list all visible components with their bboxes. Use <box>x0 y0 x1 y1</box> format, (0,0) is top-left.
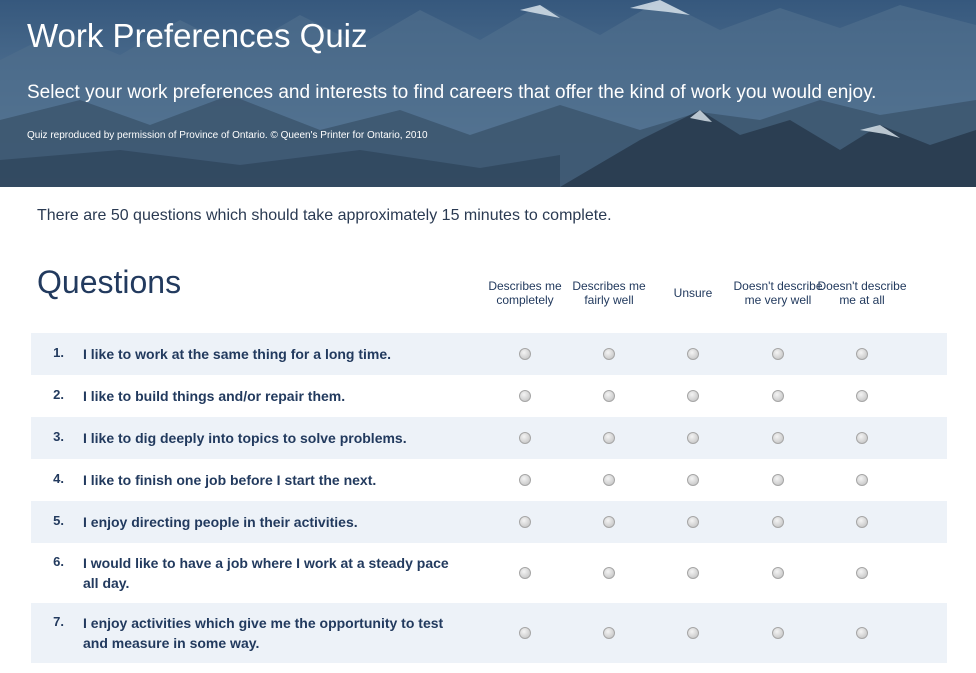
question-number: 1. <box>53 345 64 360</box>
answer-radio-completely[interactable] <box>519 627 531 639</box>
questions-list: 1. I like to work at the same thing for … <box>31 333 947 663</box>
answer-radio-completely[interactable] <box>519 516 531 528</box>
answer-radio-fairly-well[interactable] <box>603 390 615 402</box>
column-header-unsure: Unsure <box>673 286 713 300</box>
answer-radio-not-at-all[interactable] <box>856 390 868 402</box>
answer-radio-not-very-well[interactable] <box>772 567 784 579</box>
answer-radio-not-at-all[interactable] <box>856 474 868 486</box>
question-text: I would like to have a job where I work … <box>83 555 449 591</box>
question-row: 7. I enjoy activities which give me the … <box>31 603 947 663</box>
answer-radio-unsure[interactable] <box>687 627 699 639</box>
copyright-credit: Quiz reproduced by permission of Provinc… <box>27 130 428 141</box>
page-subtitle: Select your work preferences and interes… <box>27 82 877 103</box>
question-number: 5. <box>53 513 64 528</box>
question-text: I like to build things and/or repair the… <box>83 388 346 404</box>
question-number: 2. <box>53 387 64 402</box>
question-text: I like to work at the same thing for a l… <box>83 346 392 362</box>
answer-radio-unsure[interactable] <box>687 516 699 528</box>
question-number: 4. <box>53 471 64 486</box>
question-text: I like to finish one job before I start … <box>83 472 377 488</box>
answer-radio-completely[interactable] <box>519 474 531 486</box>
question-row: 6. I would like to have a job where I wo… <box>31 543 947 603</box>
intro-text: There are 50 questions which should take… <box>37 207 612 224</box>
answer-radio-fairly-well[interactable] <box>603 567 615 579</box>
mountain-background-image <box>0 0 976 187</box>
question-number: 6. <box>53 554 64 569</box>
answer-radio-not-at-all[interactable] <box>856 567 868 579</box>
answer-radio-completely[interactable] <box>519 348 531 360</box>
answer-radio-unsure[interactable] <box>687 390 699 402</box>
questions-heading: Questions <box>37 264 182 300</box>
answer-radio-not-very-well[interactable] <box>772 474 784 486</box>
answer-radio-not-at-all[interactable] <box>856 348 868 360</box>
column-header-not-very-well: Doesn't describe me very well <box>733 279 823 307</box>
answer-radio-unsure[interactable] <box>687 567 699 579</box>
answer-radio-not-very-well[interactable] <box>772 432 784 444</box>
question-row: 4. I like to finish one job before I sta… <box>31 459 947 501</box>
answer-radio-completely[interactable] <box>519 390 531 402</box>
question-row: 1. I like to work at the same thing for … <box>31 333 947 375</box>
question-number: 3. <box>53 429 64 444</box>
answer-radio-fairly-well[interactable] <box>603 474 615 486</box>
answer-radio-unsure[interactable] <box>687 432 699 444</box>
question-row: 2. I like to build things and/or repair … <box>31 375 947 417</box>
answer-radio-not-very-well[interactable] <box>772 516 784 528</box>
answer-radio-fairly-well[interactable] <box>603 432 615 444</box>
question-text: I like to dig deeply into topics to solv… <box>83 430 407 446</box>
question-text: I enjoy directing people in their activi… <box>83 514 358 530</box>
column-header-describes-completely: Describes me completely <box>488 279 562 307</box>
answer-radio-completely[interactable] <box>519 567 531 579</box>
question-row: 5. I enjoy directing people in their act… <box>31 501 947 543</box>
question-row: 3. I like to dig deeply into topics to s… <box>31 417 947 459</box>
column-header-describes-fairly-well: Describes me fairly well <box>572 279 646 307</box>
answer-radio-completely[interactable] <box>519 432 531 444</box>
question-text: I enjoy activities which give me the opp… <box>83 615 444 651</box>
answer-radio-not-at-all[interactable] <box>856 432 868 444</box>
answer-radio-not-at-all[interactable] <box>856 516 868 528</box>
column-header-not-at-all: Doesn't describe me at all <box>817 279 907 307</box>
question-number: 7. <box>53 614 64 629</box>
answer-radio-unsure[interactable] <box>687 474 699 486</box>
answer-radio-fairly-well[interactable] <box>603 348 615 360</box>
answer-radio-not-very-well[interactable] <box>772 627 784 639</box>
answer-radio-unsure[interactable] <box>687 348 699 360</box>
answer-radio-fairly-well[interactable] <box>603 627 615 639</box>
page-title: Work Preferences Quiz <box>27 17 368 54</box>
answer-radio-not-very-well[interactable] <box>772 390 784 402</box>
hero-banner: Work Preferences Quiz Select your work p… <box>0 0 976 187</box>
answer-radio-not-very-well[interactable] <box>772 348 784 360</box>
answer-radio-fairly-well[interactable] <box>603 516 615 528</box>
answer-radio-not-at-all[interactable] <box>856 627 868 639</box>
